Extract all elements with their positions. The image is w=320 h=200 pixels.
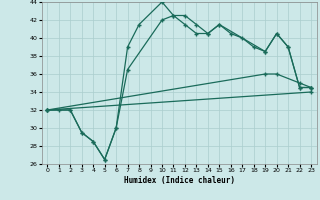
X-axis label: Humidex (Indice chaleur): Humidex (Indice chaleur) <box>124 176 235 185</box>
